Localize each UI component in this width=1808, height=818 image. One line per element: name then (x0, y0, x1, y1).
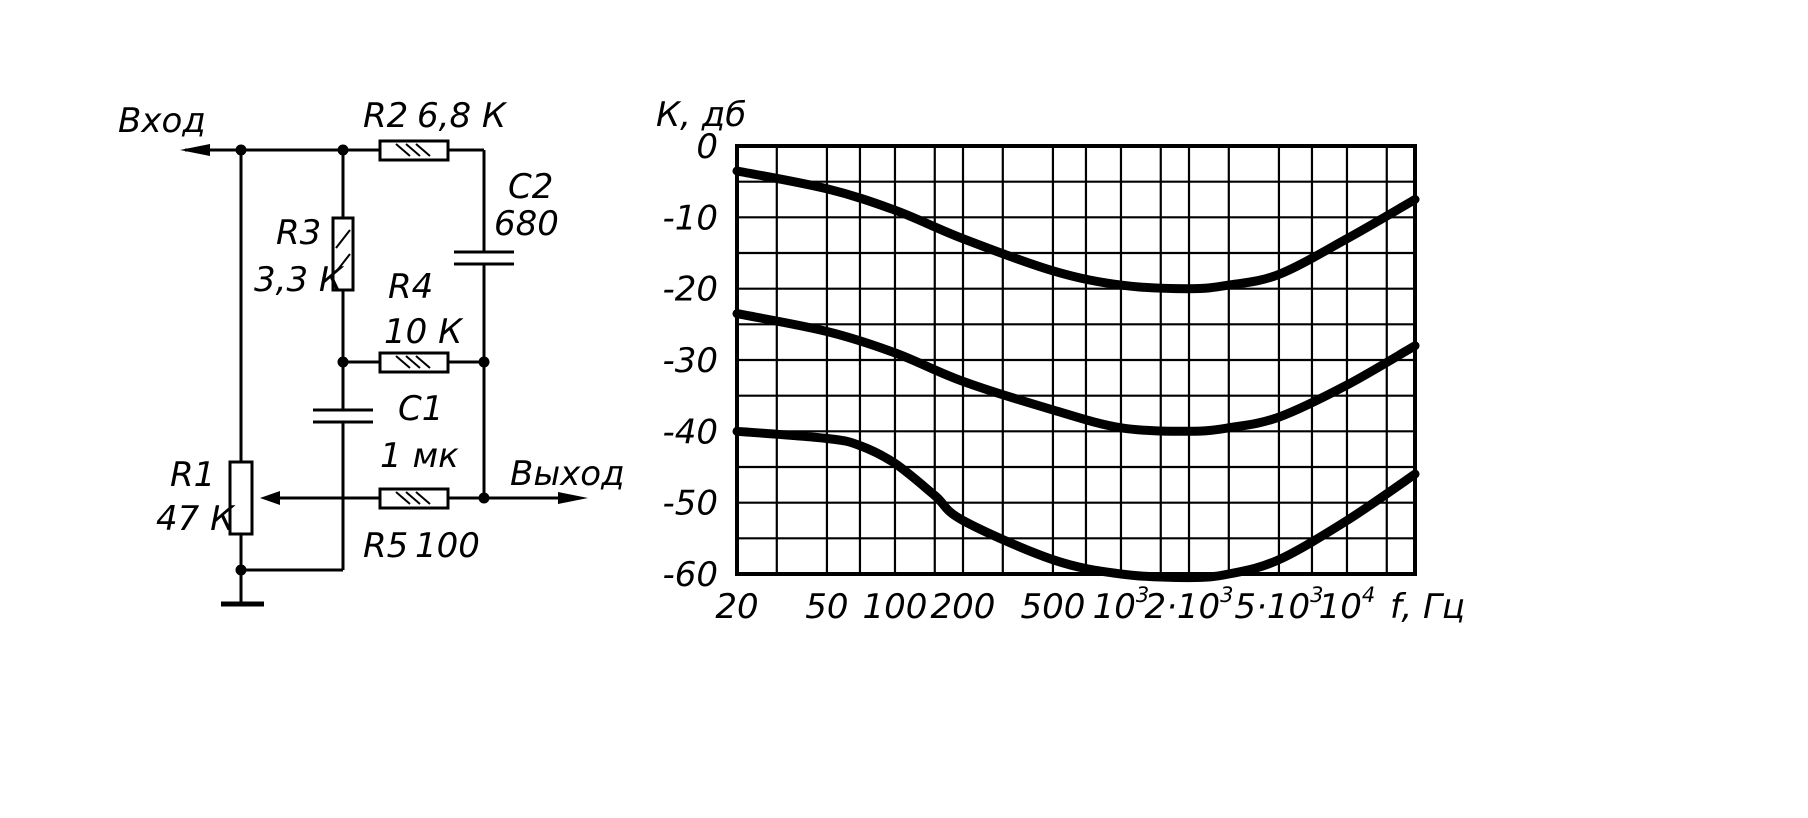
wiper-arrow (260, 491, 280, 505)
capacitor-c1 (313, 408, 373, 424)
r2-value: 6,8 К (417, 96, 508, 136)
plot-frame (735, 144, 1417, 576)
x-tick-label: 500 (1020, 587, 1085, 627)
y-tick-label: -20 (662, 270, 718, 310)
r4-ref: R4 (388, 267, 433, 307)
x-tick-label: 20 (715, 587, 758, 627)
chart-grid (735, 144, 1417, 576)
r1-value: 47 К (156, 499, 236, 539)
y-tick-labels: 0 -10 -20 -30 -40 -50 -60 (662, 127, 718, 595)
r5-value: 100 (415, 526, 480, 566)
x-tick-label: 2·103 (1144, 583, 1233, 627)
c2-value: 680 (494, 204, 559, 244)
r1-ref: R1 (170, 455, 215, 495)
x-tick-label: 50 (805, 587, 848, 627)
capacitor-c2 (454, 250, 514, 266)
input-label: Вход (118, 101, 206, 141)
x-axis-label: f, Гц (1390, 587, 1465, 627)
junction-dot (235, 144, 247, 156)
y-tick-label: -10 (662, 198, 718, 238)
resistor-r3 (331, 216, 355, 292)
frequency-response-chart: 0 -10 -20 -30 -40 -50 -60 20 50 100 200 500 1032·10… (656, 95, 1465, 627)
chart-curves (732, 166, 1420, 583)
r2-ref: R2 (363, 96, 408, 136)
junction-dot (478, 356, 490, 368)
junction-dot (337, 144, 349, 156)
c1-ref: C1 (398, 389, 443, 429)
x-tick-label: 200 (931, 587, 996, 627)
junction-dot (478, 492, 490, 504)
y-tick-label: -50 (662, 484, 718, 524)
input-arrow (180, 144, 210, 156)
x-tick-label: 104 (1319, 583, 1376, 627)
response-curve-2 (732, 309, 1420, 436)
response-curve-3 (732, 426, 1420, 583)
x-tick-label: 100 (863, 587, 928, 627)
c2-ref: C2 (508, 167, 553, 207)
r4-value: 10 К (384, 312, 464, 352)
output-label: Выход (510, 454, 625, 494)
resistor-r4 (378, 351, 450, 374)
r3-value: 3,3 К (254, 260, 345, 300)
r3-ref: R3 (276, 213, 321, 253)
y-tick-label: -40 (662, 412, 718, 452)
y-tick-label: 0 (696, 127, 718, 167)
resistor-r5 (378, 487, 450, 510)
x-tick-label: 103 (1093, 583, 1150, 627)
y-axis-label: К, дб (656, 95, 746, 135)
output-arrow (558, 492, 588, 504)
r5-ref: R5 (363, 526, 408, 566)
junction-dot (235, 564, 247, 576)
potentiometer-r1 (228, 460, 254, 536)
y-tick-label: -60 (662, 555, 718, 595)
resistor-r2 (378, 139, 450, 162)
junction-dot (337, 356, 349, 368)
y-tick-label: -30 (662, 341, 718, 381)
response-curve-1 (732, 166, 1420, 294)
x-tick-label: 5·103 (1234, 583, 1323, 627)
c1-value: 1 мк (380, 436, 459, 476)
circuit-schematic: Вход Выход R2 6,8 К C2 680 R3 3,3 К R4 1… (118, 96, 625, 607)
